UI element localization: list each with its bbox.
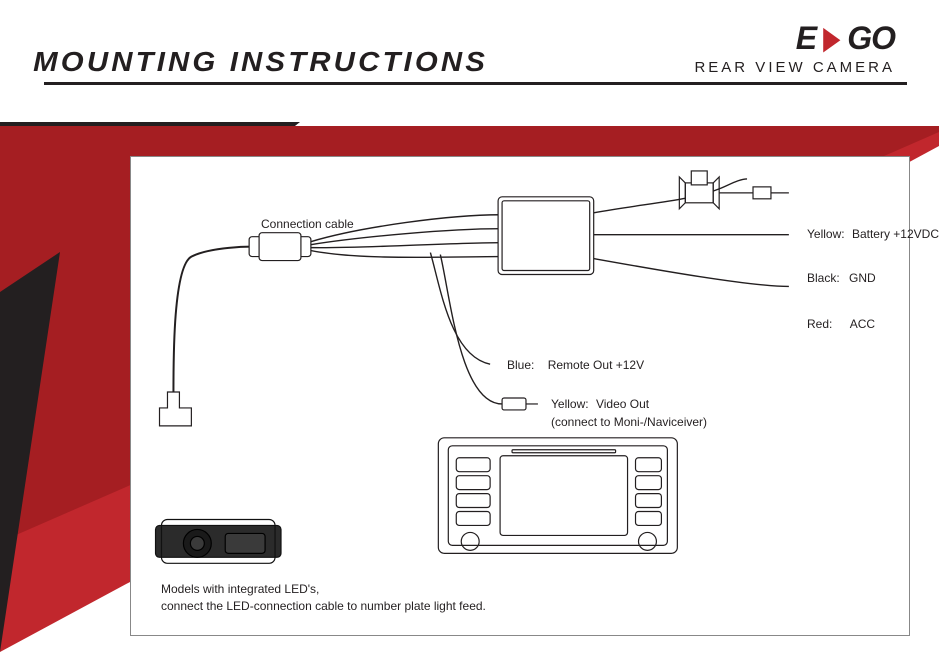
wire-label-yellow-video: Yellow: Video Out [551, 397, 649, 411]
wire-label-red-acc: Red: ACC [807, 317, 875, 331]
logo-letter-go: GO [847, 20, 895, 57]
page-title: MOUNTING INSTRUCTIONS [33, 46, 488, 78]
wire-desc: Battery +12VDC [852, 227, 939, 241]
brand-logo: E ▶ GO REAR VIEW CAMERA [694, 20, 895, 76]
footnote-line1: Models with integrated LED's, [161, 581, 486, 598]
wire-desc: Remote Out +12V [548, 358, 644, 372]
wire-desc: ACC [850, 317, 875, 331]
wire-label-blue-remote: Blue: Remote Out +12V [507, 358, 644, 372]
label-connection-cable: Connection cable [261, 217, 354, 231]
wire-desc: Video Out [596, 397, 649, 411]
wire-label-yellow-batt: Yellow: Battery +12VDC [807, 227, 939, 241]
wire-color: Yellow: [807, 227, 845, 241]
wire-color: Yellow: [551, 397, 589, 411]
header-divider [44, 82, 907, 85]
wire-color: Blue: [507, 358, 534, 372]
logo-subtitle: REAR VIEW CAMERA [694, 59, 895, 76]
logo-letter-e: E [796, 20, 816, 57]
footnote: Models with integrated LED's, connect th… [161, 581, 486, 615]
wire-color: Red: [807, 317, 832, 331]
wiring-diagram-panel: Connection cable Yellow: Battery +12VDC … [130, 156, 910, 636]
wire-label-video-sub: (connect to Moni-/Naviceiver) [551, 415, 707, 429]
header: MOUNTING INSTRUCTIONS E ▶ GO REAR VIEW C… [0, 0, 939, 92]
logo-arrow-icon: ▶ [824, 24, 840, 54]
footnote-line2: connect the LED-connection cable to numb… [161, 598, 486, 615]
wiring-svg [131, 157, 909, 635]
wire-color: Black: [807, 271, 840, 285]
wire-label-black-gnd: Black: GND [807, 271, 876, 285]
wire-desc: GND [849, 271, 876, 285]
